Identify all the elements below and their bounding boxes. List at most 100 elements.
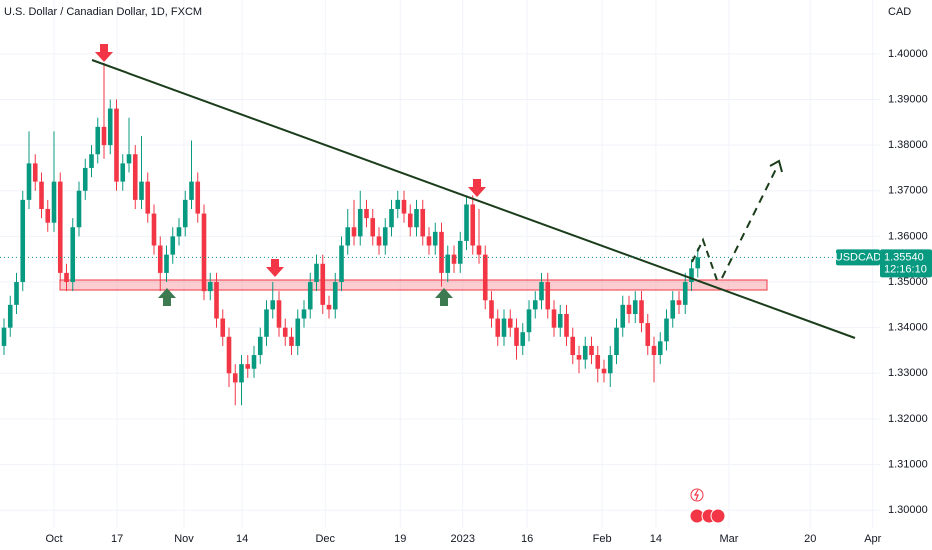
- candle-body: [176, 227, 182, 237]
- candle-body: [64, 272, 69, 283]
- candle-body: [339, 245, 344, 283]
- candles: [1, 62, 701, 406]
- candle-body: [389, 209, 394, 228]
- candle-body: [414, 209, 419, 228]
- x-tick-label: 14: [236, 533, 248, 545]
- candle-body: [370, 218, 376, 237]
- candle-body: [632, 300, 638, 314]
- projection-path: [721, 164, 779, 279]
- candle-body: [626, 304, 632, 314]
- candle-body: [207, 282, 213, 292]
- trend-line: [91, 59, 856, 339]
- candle-body: [351, 227, 357, 237]
- price-tag: [880, 249, 932, 278]
- up-arrow: [435, 288, 453, 306]
- x-tick-label: Feb: [593, 533, 612, 545]
- candle-body: [276, 300, 282, 328]
- candle-body: [201, 213, 207, 292]
- grid: [0, 0, 880, 528]
- symbol-tag: [836, 249, 880, 266]
- candle-body: [82, 167, 88, 191]
- candle-body: [189, 181, 194, 200]
- candle-body: [101, 126, 107, 146]
- down-arrows: [95, 44, 486, 277]
- chart-title: U.S. Dollar / Canadian Dollar, 1D, FXCM: [4, 6, 202, 18]
- x-tick-label: Oct: [45, 533, 62, 545]
- event-flag[interactable]: [710, 508, 726, 524]
- y-tick-label: 1.35000: [888, 276, 928, 288]
- candle-body: [51, 181, 57, 223]
- candle-body: [314, 263, 319, 283]
- candle-body: [289, 336, 294, 346]
- y-tick-label: 1.36000: [888, 230, 928, 242]
- candle-body: [214, 282, 219, 319]
- candle-body: [457, 240, 463, 264]
- x-tick-label: 16: [521, 533, 533, 545]
- candle-body: [20, 199, 26, 283]
- candle-body: [114, 108, 119, 182]
- x-tick-label: 2023: [451, 533, 475, 545]
- candle-body: [139, 181, 144, 200]
- candle-body: [1, 327, 7, 346]
- down-arrow: [468, 179, 486, 197]
- candle-body: [682, 282, 688, 305]
- candle-body: [132, 154, 138, 200]
- candle-body: [420, 209, 426, 237]
- candle-body: [57, 181, 63, 273]
- candle-body: [345, 227, 351, 246]
- y-tick-label: 1.37000: [888, 185, 928, 197]
- candle-body: [545, 282, 551, 310]
- candle-body: [157, 245, 163, 273]
- candle-body: [170, 236, 176, 255]
- candle-body: [507, 318, 513, 328]
- x-tick-label: 20: [804, 533, 816, 545]
- candle-body: [532, 300, 538, 310]
- up-arrow: [158, 288, 176, 306]
- candle-body: [651, 345, 657, 356]
- candle-body: [182, 199, 188, 228]
- candle-body: [26, 163, 32, 200]
- currency-unit: CAD: [888, 6, 911, 18]
- candle-body: [557, 313, 563, 328]
- candle-body: [526, 309, 532, 333]
- candle-body: [376, 236, 382, 246]
- candle-body: [239, 364, 244, 383]
- x-tick-label: Nov: [174, 533, 194, 545]
- candle-body: [89, 154, 94, 168]
- candle-body: [595, 355, 601, 369]
- candle-body: [482, 254, 488, 301]
- candle-body: [257, 336, 263, 356]
- candle-body: [539, 282, 544, 301]
- candle-body: [320, 263, 326, 305]
- candle-body: [664, 318, 669, 342]
- candle-body: [7, 304, 13, 328]
- down-arrow: [95, 44, 113, 62]
- candle-body: [164, 254, 169, 273]
- candle-body: [501, 318, 507, 337]
- candle-body: [39, 181, 44, 210]
- candle-body: [195, 181, 201, 214]
- candle-body: [401, 199, 407, 214]
- candle-body: [332, 282, 338, 310]
- candle-body: [645, 323, 651, 346]
- candle-body: [70, 227, 76, 283]
- candle-body: [145, 181, 151, 214]
- candle-body: [607, 355, 613, 374]
- candle-body: [639, 300, 644, 324]
- candle-body: [364, 209, 369, 219]
- candle-body: [495, 318, 501, 337]
- candle-body: [470, 204, 476, 246]
- candle-body: [601, 368, 607, 374]
- candle-body: [151, 213, 157, 246]
- candle-body: [657, 341, 663, 356]
- candle-body: [570, 336, 576, 356]
- down-arrow: [266, 259, 284, 277]
- candle-body: [76, 190, 82, 228]
- y-tick-label: 1.34000: [888, 322, 928, 334]
- candle-body: [476, 245, 482, 255]
- y-tick-label: 1.32000: [888, 413, 928, 425]
- candle-body: [126, 154, 132, 164]
- candle-body: [282, 327, 288, 337]
- candle-body: [670, 300, 676, 319]
